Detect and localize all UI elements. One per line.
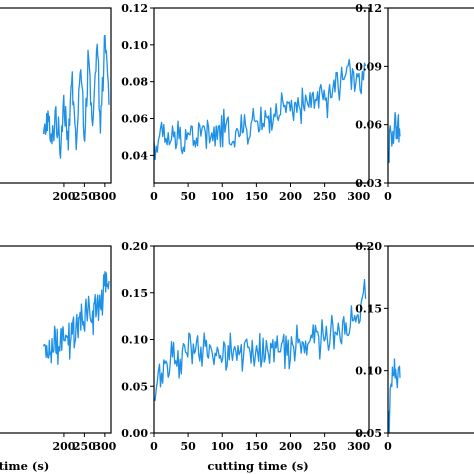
x-tick-label: 200 [52, 440, 75, 453]
x-tick-label: 50 [180, 440, 196, 453]
series-line [388, 111, 401, 164]
x-tick-label: 150 [245, 190, 268, 203]
chart-panel-top-right: 00.03 0.06 0.09 0.12 [355, 2, 474, 203]
y-tick-label: 0.05 [355, 427, 382, 440]
y-tick-label: 0.20 [121, 240, 148, 253]
x-tick-label: 250 [313, 190, 336, 203]
y-tick-label: 0.10 [355, 365, 382, 378]
chart-panel-bottom-middle: 0 50 100 150 200 250 300 0.00 0.05 0.10 0.15 0.20 cu… [121, 240, 370, 473]
x-tick-label: 0 [384, 190, 392, 203]
chart-panel-bottom-right: 00.05 0.10 0.15 0.20 [355, 240, 474, 453]
x-tick-label: 100 [211, 190, 234, 203]
x-axis-title: cutting time (s) [207, 459, 308, 473]
y-tick-label: 0.06 [121, 113, 148, 126]
x-tick-label: 200 [279, 440, 302, 453]
x-tick-label: 200 [279, 190, 302, 203]
y-tick-label: 0.10 [121, 334, 148, 347]
y-tick-label: 0.00 [121, 427, 148, 440]
x-tick-label: 250 [73, 190, 96, 203]
y-tick-label: 0.05 [121, 380, 148, 393]
x-tick-label: 50 [180, 190, 196, 203]
x-tick-label: 250 [313, 440, 336, 453]
y-tick-label: 0.15 [355, 302, 382, 315]
x-tick-label: 100 [211, 440, 234, 453]
y-tick-label: 0.06 [355, 119, 382, 132]
x-tick-label: 0 [384, 440, 392, 453]
y-tick-label: 0.12 [121, 2, 148, 15]
x-tick-label: 150 [245, 440, 268, 453]
x-axis-title: time (s) [0, 459, 49, 473]
series-line [154, 58, 367, 161]
plot-frame [153, 7, 370, 184]
x-tick-label: 300 [93, 440, 116, 453]
y-tick-label: 0.15 [121, 287, 148, 300]
chart-panel-top-middle: 0 50 100 150 200 250 300 0.04 0.06 0.08 0.10 0.12 [121, 2, 370, 203]
y-tick-label: 0.04 [121, 149, 148, 162]
series-line [42, 34, 110, 159]
x-tick-label: 250 [73, 440, 96, 453]
y-tick-label: 0.03 [355, 177, 382, 190]
plot-frame [387, 7, 474, 184]
series-line [388, 358, 401, 433]
plot-frame [0, 245, 112, 434]
y-tick-label: 0.10 [121, 39, 148, 52]
x-tick-label: 0 [150, 190, 158, 203]
plot-frame [153, 245, 370, 434]
y-tick-label: 0.20 [355, 240, 382, 253]
x-tick-label: 200 [52, 190, 75, 203]
plot-frame [0, 7, 112, 184]
y-tick-label: 0.08 [121, 76, 148, 89]
x-tick-label: 0 [150, 440, 158, 453]
x-tick-label: 300 [93, 190, 116, 203]
y-tick-label: 0.12 [355, 2, 382, 15]
x-tick-label: 300 [347, 190, 370, 203]
x-tick-label: 300 [347, 440, 370, 453]
y-tick-label: 0.09 [355, 60, 382, 73]
series-line [154, 278, 367, 402]
series-line [42, 271, 110, 365]
plot-frame [387, 245, 474, 434]
